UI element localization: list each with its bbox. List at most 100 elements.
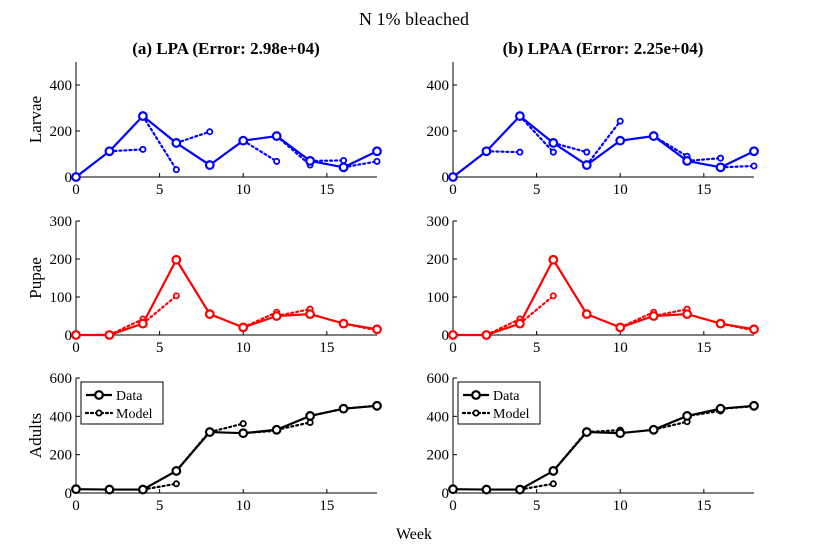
data-point — [338, 318, 349, 329]
x-tick-label: 0 — [72, 182, 80, 198]
x-tick-label: 5 — [533, 498, 541, 514]
data-point — [271, 311, 282, 321]
data-point — [204, 309, 215, 320]
model-point — [172, 166, 180, 174]
x-tick-label: 15 — [319, 340, 334, 356]
data-point — [715, 162, 726, 173]
y-tick-label: 0 — [65, 170, 73, 186]
subplot-a-pupae: 0 100 200 300 0 5 10 15 Pupae — [26, 214, 382, 356]
model-point — [206, 128, 214, 136]
data-point — [715, 403, 726, 414]
x-tick-label: 5 — [156, 182, 164, 198]
legend-data-marker — [94, 390, 104, 400]
legend: Data Model — [457, 381, 541, 425]
data-point — [71, 330, 81, 340]
model-segment — [175, 130, 211, 145]
model-segment — [141, 482, 178, 491]
data-point — [204, 427, 215, 437]
y-tick-label: 300 — [427, 214, 450, 230]
model-point — [516, 148, 524, 156]
model-point — [583, 148, 591, 156]
model-point — [172, 292, 180, 300]
legend-model-marker — [472, 409, 480, 417]
legend-model-label: Model — [493, 407, 530, 422]
data-series-line — [75, 404, 378, 491]
data-point — [238, 135, 249, 146]
y-tick-label: 400 — [50, 78, 73, 94]
data-point — [481, 330, 492, 340]
model-segment — [518, 114, 555, 154]
data-point — [204, 160, 215, 170]
x-tick-label: 15 — [696, 182, 711, 198]
data-point — [648, 131, 659, 141]
data-point — [749, 400, 759, 411]
model-segment — [485, 150, 521, 154]
data-point — [238, 322, 249, 333]
x-tick-label: 15 — [696, 340, 711, 356]
data-point — [171, 466, 182, 476]
x-tick-label: 0 — [449, 182, 457, 198]
model-point — [750, 162, 758, 170]
y-tick-label: 200 — [50, 124, 73, 140]
model-segment — [141, 114, 178, 171]
data-point — [238, 428, 249, 439]
x-tick-label: 15 — [696, 498, 711, 514]
y-tick-label: 200 — [50, 252, 73, 268]
data-point — [648, 424, 659, 435]
y-tick-label: 0 — [65, 328, 73, 344]
panel-b-title: (b) LPAA (Error: 2.25e+04) — [503, 39, 704, 58]
legend-box — [457, 381, 541, 425]
y-axis-label-larvae: Larvae — [26, 96, 45, 143]
subplot-b-adults: 0 200 400 600 0 5 10 15 Data Model — [427, 371, 759, 514]
data-point — [682, 411, 693, 421]
data-series-line — [453, 258, 755, 337]
subplot-b-larvae: 0 200 400 0 5 10 15 — [427, 62, 759, 198]
data-point — [615, 428, 626, 439]
y-tick-label: 400 — [427, 409, 450, 425]
data-point — [71, 172, 81, 182]
data-point — [749, 324, 759, 335]
legend-box — [80, 381, 164, 425]
data-point — [548, 138, 559, 148]
y-tick-label: 400 — [50, 409, 73, 425]
model-segment — [686, 157, 722, 162]
data-point — [448, 330, 458, 340]
y-tick-label: 0 — [442, 170, 450, 186]
model-point — [717, 154, 725, 162]
data-point — [682, 309, 693, 320]
x-tick-label: 0 — [72, 340, 80, 356]
x-tick-label: 0 — [449, 498, 457, 514]
data-point — [372, 146, 382, 157]
model-point — [373, 157, 381, 165]
data-point — [448, 484, 458, 495]
data-point — [581, 427, 592, 437]
data-point — [481, 484, 492, 495]
data-point — [71, 484, 81, 495]
model-segment — [518, 294, 555, 325]
model-segment — [108, 148, 144, 153]
y-axis-label-pupae: Pupae — [26, 257, 45, 299]
y-tick-label: 0 — [65, 486, 73, 502]
model-segment — [719, 164, 756, 169]
data-point — [615, 135, 626, 146]
data-point — [581, 160, 592, 170]
y-tick-label: 200 — [427, 252, 450, 268]
data-point — [104, 146, 115, 157]
model-point — [549, 480, 557, 488]
data-point — [372, 400, 382, 411]
data-point — [137, 318, 148, 329]
y-tick-label: 100 — [427, 290, 450, 306]
model-segment — [242, 139, 278, 163]
subplot-a-adults: 0 200 400 600 0 5 10 15 Adults Data Model — [26, 371, 382, 514]
x-tick-label: 15 — [319, 498, 334, 514]
x-tick-label: 10 — [613, 340, 628, 356]
data-point — [137, 111, 148, 121]
model-point — [549, 292, 557, 300]
data-point — [305, 309, 316, 320]
data-series-line — [452, 114, 755, 178]
y-tick-label: 0 — [442, 328, 450, 344]
x-axis-label: Week — [396, 526, 432, 543]
data-point — [514, 111, 525, 121]
data-point — [715, 318, 726, 329]
